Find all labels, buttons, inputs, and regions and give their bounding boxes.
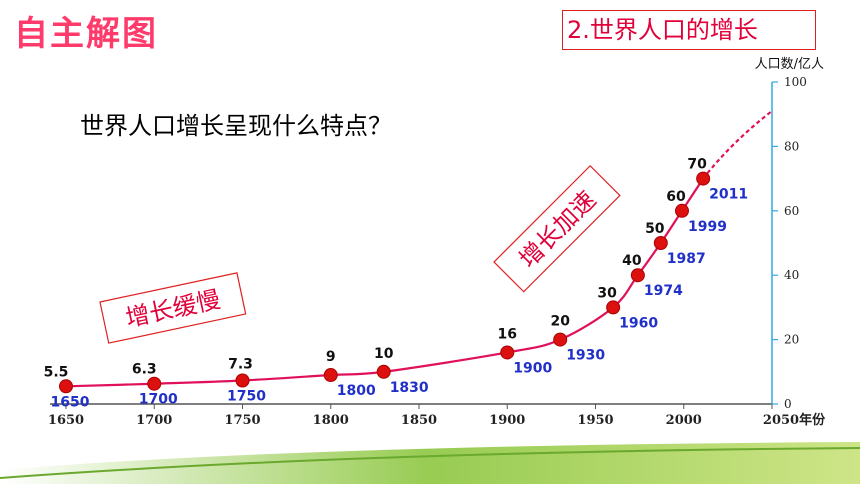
value-label: 50 [645,221,665,237]
value-label: 40 [622,253,642,269]
y-tick-label: 40 [784,268,799,282]
data-point [500,345,515,360]
year-label: 1750 [227,388,266,404]
year-label: 2011 [709,187,748,203]
x-tick-label: 2050年份 [763,412,826,428]
value-label: 5.5 [44,364,69,380]
year-label: 1700 [139,392,178,408]
decorative-swoosh-line [0,447,860,479]
annotation-slow: 增长缓慢 [99,272,247,344]
value-label: 60 [666,189,686,205]
y-axis-label: 人口数/亿人 [755,57,824,72]
data-point [630,268,645,283]
x-tick-label: 2000 [666,413,702,428]
value-label: 30 [597,285,617,301]
value-label: 6.3 [132,362,157,378]
data-point [59,379,73,394]
year-label: 1800 [337,383,376,399]
year-label: 1650 [51,394,90,410]
data-point [235,373,250,388]
x-tick-label: 1850 [401,413,437,428]
value-label: 9 [326,349,336,365]
annotation-fast: 增长加速 [493,164,621,293]
y-tick-label: 20 [784,333,799,347]
data-point [376,364,391,379]
year-label: 1974 [644,283,683,299]
year-label: 1900 [513,360,552,376]
data-point [606,300,621,315]
data-point [323,368,338,383]
y-tick-label: 60 [784,204,799,218]
data-point [696,171,711,186]
year-label: 1987 [667,251,706,267]
year-label: 1830 [390,380,429,396]
data-point [553,332,568,347]
value-label: 16 [498,326,517,342]
x-tick-label: 1900 [489,413,525,428]
data-point [674,203,689,218]
x-tick-label: 1800 [313,413,349,428]
question-text: 世界人口增长呈现什么特点？ [80,112,392,140]
y-tick-label: 80 [784,139,799,153]
year-label: 1999 [688,219,727,235]
x-tick-label: 1650 [48,413,84,428]
year-label: 1960 [619,315,658,331]
decorative-swoosh [0,442,860,484]
value-label: 10 [374,346,394,362]
value-label: 20 [550,314,570,330]
page-title: 自主解图 [14,14,158,54]
x-tick-label: 1750 [224,413,260,428]
topic-label: 2.世界人口的增长 [562,10,816,50]
data-point [653,236,668,250]
projection-line [702,110,773,180]
y-tick-label: 0 [784,397,792,411]
x-tick-label: 1700 [136,413,172,428]
y-tick-label: 100 [784,75,807,89]
x-tick-label: 1950 [577,413,613,428]
data-point [147,376,162,391]
year-label: 1930 [566,348,605,364]
value-label: 7.3 [228,356,253,372]
value-label: 70 [687,157,707,173]
